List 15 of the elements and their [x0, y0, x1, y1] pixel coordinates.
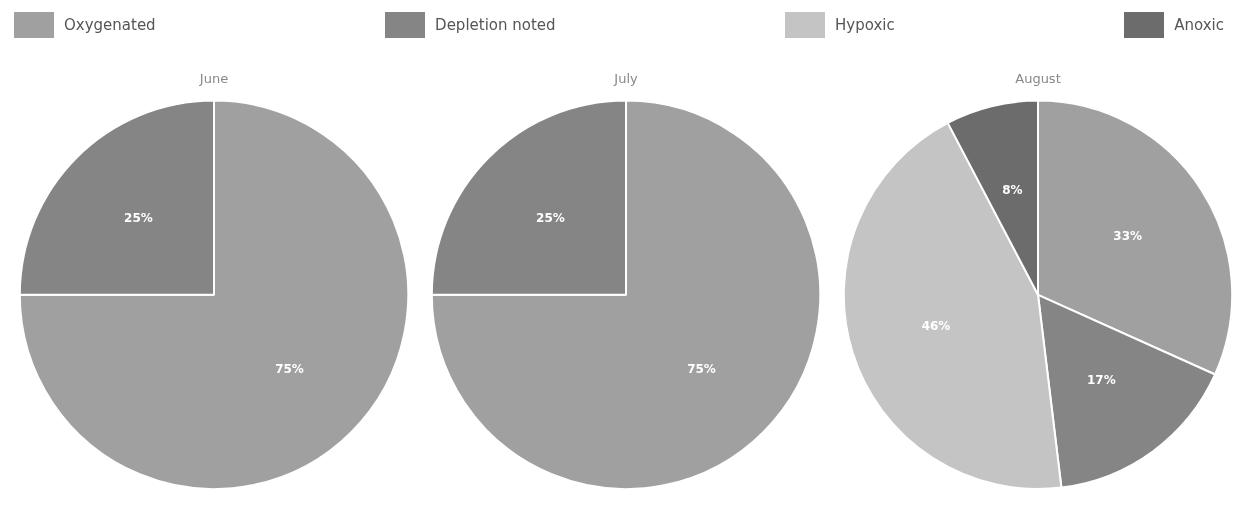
text: June: [198, 71, 229, 87]
data-label: 8%: [1002, 183, 1023, 198]
legend-label: Anoxic: [1174, 16, 1224, 34]
data-label: 17%: [1086, 372, 1116, 387]
legend-label: Depletion noted: [435, 16, 556, 34]
chart-title: August: [1015, 71, 1061, 87]
data-label: 46%: [921, 318, 951, 333]
data-label: 33%: [1113, 228, 1143, 243]
legend-label: Hypoxic: [835, 16, 895, 34]
chart-title: July: [613, 71, 638, 87]
data-label: 75%: [687, 362, 716, 377]
data-label: 75%: [275, 362, 304, 377]
legend-label: Oxygenated: [64, 16, 156, 34]
data-label: 25%: [124, 211, 153, 226]
data-label: 25%: [536, 211, 565, 226]
